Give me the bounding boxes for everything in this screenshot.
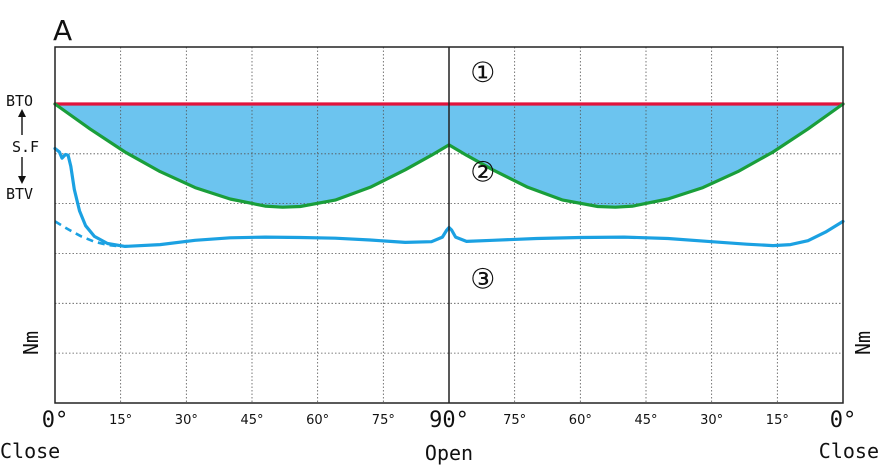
x-tick-label: 60°	[569, 413, 592, 428]
series-marker-3: ③	[470, 262, 495, 295]
x-tick-label: 90°	[429, 408, 469, 433]
sf-arrow-up	[18, 109, 26, 135]
y-label-bto: BTO	[6, 92, 33, 110]
unit-label-left: Nm	[19, 331, 43, 355]
series-line-3-dashed	[54, 220, 117, 248]
x-tick-label: 30°	[175, 413, 198, 428]
unit-label-right: Nm	[851, 331, 875, 355]
x-tick-label: 30°	[700, 413, 723, 428]
y-label-btv: BTV	[6, 185, 33, 203]
series-marker-1: ①	[470, 56, 495, 89]
x-tick-label: 75°	[372, 413, 395, 428]
x-tick-label: 0°	[42, 408, 69, 433]
x-tick-label: 75°	[503, 413, 526, 428]
position-label-right: Close	[819, 439, 879, 463]
x-tick-label: 15°	[109, 413, 132, 428]
position-label-left: Close	[0, 439, 60, 463]
series-marker-2: ②	[470, 156, 495, 189]
position-label-middle: Open	[425, 441, 473, 465]
x-tick-labels: 0° 15° 30° 45° 60° 75° 90° 75° 60° 45° 30° 15° 0°	[42, 408, 857, 433]
x-tick-label: 45°	[240, 413, 263, 428]
sf-arrow-down	[18, 157, 26, 184]
panel-label: A	[53, 14, 72, 47]
y-label-sf: S.F	[12, 138, 39, 156]
x-tick-label: 15°	[766, 413, 789, 428]
x-tick-label: 60°	[306, 413, 329, 428]
series-line-3	[53, 146, 845, 248]
x-tick-label: 45°	[634, 413, 657, 428]
x-tick-label: 0°	[830, 408, 857, 433]
series-markers: ① ② ③	[470, 56, 495, 295]
